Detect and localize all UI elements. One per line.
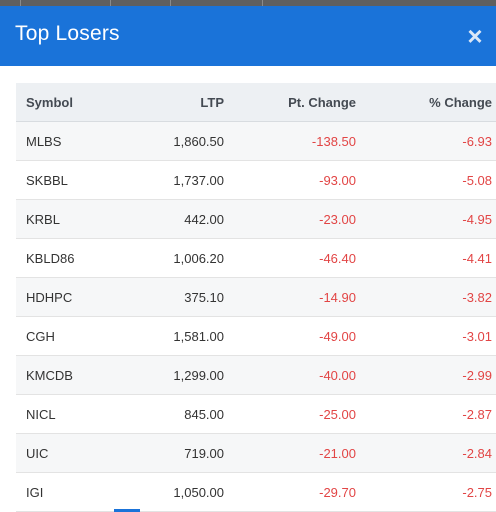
cell-ltp: 1,860.50 <box>126 121 224 161</box>
cell-pct-change: -6.93 <box>356 121 496 161</box>
table-row[interactable]: MLBS 1,860.50 -138.50 -6.93 <box>16 121 496 161</box>
cell-pt-change: -25.00 <box>224 394 356 434</box>
cell-symbol[interactable]: IGI <box>16 472 126 512</box>
cell-symbol[interactable]: KMCDB <box>16 355 126 395</box>
cell-ltp: 1,737.00 <box>126 160 224 200</box>
scroll-indicator[interactable] <box>114 509 140 512</box>
cell-symbol[interactable]: MLBS <box>16 121 126 161</box>
cell-pt-change: -49.00 <box>224 316 356 356</box>
background-strip <box>0 0 496 6</box>
cell-ltp: 1,581.00 <box>126 316 224 356</box>
table-row[interactable]: IGI 1,050.00 -29.70 -2.75 <box>16 472 496 512</box>
cell-pct-change: -3.82 <box>356 277 496 317</box>
cell-pt-change: -21.00 <box>224 433 356 473</box>
column-header-symbol[interactable]: Symbol <box>16 83 126 122</box>
cell-ltp: 845.00 <box>126 394 224 434</box>
cell-symbol[interactable]: UIC <box>16 433 126 473</box>
cell-pct-change: -4.95 <box>356 199 496 239</box>
cell-symbol[interactable]: NICL <box>16 394 126 434</box>
cell-symbol[interactable]: HDHPC <box>16 277 126 317</box>
losers-table-container: Symbol LTP Pt. Change % Change MLBS 1,86… <box>16 83 496 512</box>
column-header-pt-change[interactable]: Pt. Change <box>224 83 356 122</box>
column-header-ltp[interactable]: LTP <box>126 83 224 122</box>
modal-header: Top Losers × <box>0 6 496 66</box>
cell-pct-change: -5.08 <box>356 160 496 200</box>
table-row[interactable]: CGH 1,581.00 -49.00 -3.01 <box>16 316 496 356</box>
cell-symbol[interactable]: SKBBL <box>16 160 126 200</box>
cell-pt-change: -14.90 <box>224 277 356 317</box>
cell-ltp: 442.00 <box>126 199 224 239</box>
modal-title: Top Losers <box>15 22 120 45</box>
cell-symbol[interactable]: KBLD86 <box>16 238 126 278</box>
table-row[interactable]: HDHPC 375.10 -14.90 -3.82 <box>16 277 496 317</box>
cell-pct-change: -3.01 <box>356 316 496 356</box>
table-row[interactable]: UIC 719.00 -21.00 -2.84 <box>16 433 496 473</box>
table-header-row: Symbol LTP Pt. Change % Change <box>16 83 496 122</box>
cell-pt-change: -138.50 <box>224 121 356 161</box>
cell-ltp: 719.00 <box>126 433 224 473</box>
table-row[interactable]: KRBL 442.00 -23.00 -4.95 <box>16 199 496 239</box>
cell-ltp: 1,006.20 <box>126 238 224 278</box>
cell-ltp: 375.10 <box>126 277 224 317</box>
cell-symbol[interactable]: KRBL <box>16 199 126 239</box>
cell-ltp: 1,050.00 <box>126 472 224 512</box>
table-row[interactable]: KMCDB 1,299.00 -40.00 -2.99 <box>16 355 496 395</box>
cell-ltp: 1,299.00 <box>126 355 224 395</box>
cell-pct-change: -2.87 <box>356 394 496 434</box>
cell-pt-change: -40.00 <box>224 355 356 395</box>
cell-pct-change: -2.84 <box>356 433 496 473</box>
cell-pct-change: -2.75 <box>356 472 496 512</box>
cell-pct-change: -4.41 <box>356 238 496 278</box>
close-icon[interactable]: × <box>467 21 483 51</box>
losers-table: Symbol LTP Pt. Change % Change MLBS 1,86… <box>16 83 496 512</box>
cell-pt-change: -46.40 <box>224 238 356 278</box>
table-row[interactable]: KBLD86 1,006.20 -46.40 -4.41 <box>16 238 496 278</box>
column-header-pct-change[interactable]: % Change <box>356 83 496 122</box>
table-row[interactable]: SKBBL 1,737.00 -93.00 -5.08 <box>16 160 496 200</box>
cell-pt-change: -93.00 <box>224 160 356 200</box>
cell-pct-change: -2.99 <box>356 355 496 395</box>
cell-pt-change: -29.70 <box>224 472 356 512</box>
table-row[interactable]: NICL 845.00 -25.00 -2.87 <box>16 394 496 434</box>
cell-symbol[interactable]: CGH <box>16 316 126 356</box>
cell-pt-change: -23.00 <box>224 199 356 239</box>
